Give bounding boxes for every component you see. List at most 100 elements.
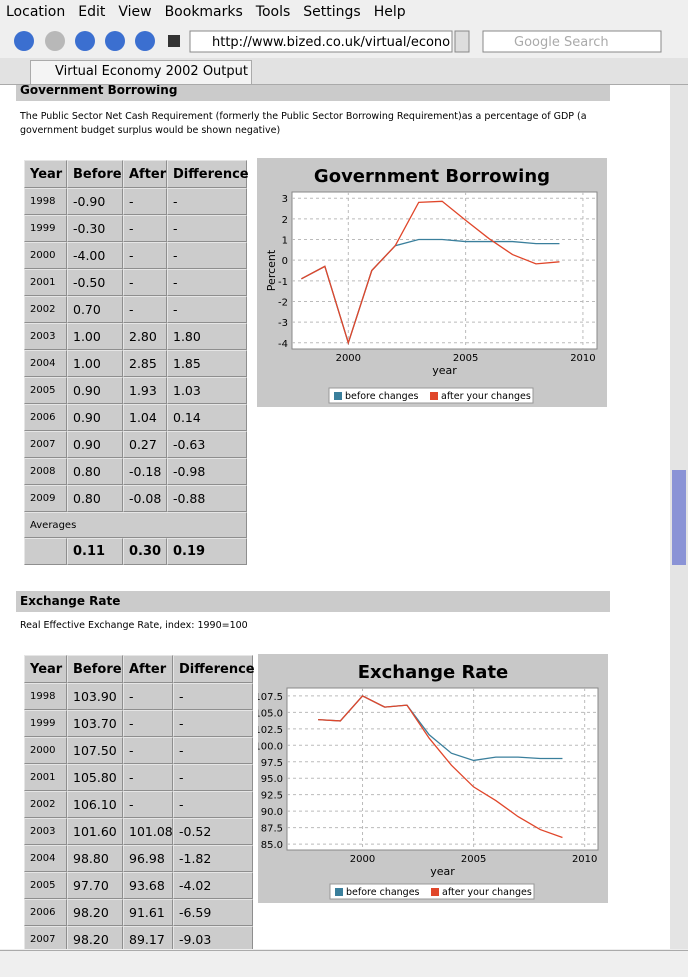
legend-swatch [431, 888, 439, 896]
column-header: Difference [173, 655, 255, 683]
legend-swatch [334, 392, 342, 400]
table-cell: -0.30 [67, 215, 123, 242]
table-cell: 1.00 [67, 350, 123, 377]
table-cell: 1.93 [123, 377, 167, 404]
y-tick-label: 102.5 [258, 725, 283, 736]
table-cell: 0.80 [67, 458, 123, 485]
table-cell: - [173, 737, 253, 764]
table-cell: - [167, 188, 247, 215]
table-cell: 107.50 [67, 737, 123, 764]
table-cell: 0.80 [67, 485, 123, 512]
legend-label: after your changes [442, 887, 532, 898]
table-cell: 89.17 [123, 926, 173, 949]
table-cell: -0.50 [67, 269, 123, 296]
y-tick-label: 1 [282, 236, 288, 247]
y-tick-label: -1 [278, 277, 288, 288]
legend-label: after your changes [441, 391, 531, 402]
y-tick-label: 92.5 [261, 791, 283, 802]
table-cell: 101.08 [123, 818, 173, 845]
reload-button[interactable] [135, 31, 155, 51]
section-description: The Public Sector Net Cash Requirement (… [20, 111, 587, 136]
table-cell: - [167, 215, 247, 242]
forward-button[interactable] [45, 31, 65, 51]
plot-area [286, 687, 599, 851]
menu-item[interactable]: Help [373, 4, 406, 20]
table-cell: - [173, 710, 253, 737]
y-tick-label: 105.0 [258, 708, 283, 719]
url-dropdown[interactable] [454, 30, 470, 53]
table-cell: 0.90 [67, 404, 123, 431]
year-cell: 2001 [24, 764, 67, 791]
menu-item[interactable]: Location [6, 4, 66, 20]
table-cell: - [123, 764, 173, 791]
table-cell: - [167, 269, 247, 296]
chart-title: Government Borrowing [314, 166, 550, 187]
search-field[interactable] [482, 30, 662, 53]
table-cell: 0.27 [123, 431, 167, 458]
year-cell: 2006 [24, 404, 67, 431]
year-cell: 2000 [24, 242, 67, 269]
y-tick-label: 97.5 [261, 758, 283, 769]
up-button[interactable] [75, 31, 95, 51]
chart: Exchange Rate 85.0 87.5 90.0 92.5 95.0 97.5 100… [258, 654, 608, 903]
stop-button[interactable] [168, 35, 180, 47]
table-cell: -6.59 [173, 899, 253, 926]
home-button[interactable] [105, 31, 125, 51]
menu-item[interactable]: Tools [255, 4, 291, 20]
y-tick-label: 100.0 [258, 741, 283, 752]
table-cell [24, 538, 67, 565]
year-cell: 2002 [24, 791, 67, 818]
table-cell: 105.80 [67, 764, 123, 791]
menu-item[interactable]: View [118, 4, 152, 20]
table-cell: 0.14 [167, 404, 247, 431]
table-cell: 0.70 [67, 296, 123, 323]
menu-item[interactable]: Edit [78, 4, 106, 20]
table-cell: -0.88 [167, 485, 247, 512]
y-tick-label: -3 [278, 318, 288, 329]
url-field[interactable] [189, 30, 453, 53]
table-cell: - [123, 215, 167, 242]
averages-label: Averages [24, 512, 247, 538]
x-tick-label: 2010 [570, 353, 595, 364]
back-button[interactable] [14, 31, 34, 51]
scrollbar[interactable] [670, 85, 688, 949]
scrollbar-thumb[interactable] [672, 470, 686, 565]
x-tick-label: 2005 [453, 353, 478, 364]
table-cell: - [123, 242, 167, 269]
x-axis-label: year [430, 865, 455, 878]
x-tick-label: 2000 [350, 854, 375, 865]
tab[interactable]: Virtual Economy 2002 Output [30, 60, 252, 84]
y-tick-label: 0 [282, 256, 288, 267]
y-tick-label: 87.5 [261, 824, 283, 835]
y-tick-label: 95.0 [261, 774, 283, 785]
table-cell: 0.90 [67, 377, 123, 404]
column-header: After [123, 160, 167, 188]
table-cell: 1.85 [167, 350, 247, 377]
year-cell: 2005 [24, 377, 67, 404]
section-heading: Government Borrowing [16, 85, 610, 101]
menu-item[interactable]: Bookmarks [164, 4, 243, 20]
year-cell: 2003 [24, 323, 67, 350]
table-cell: -0.98 [167, 458, 247, 485]
menu-item[interactable]: Settings [303, 4, 361, 20]
table-cell: 91.61 [123, 899, 173, 926]
year-cell: 2003 [24, 818, 67, 845]
average-value: 0.11 [67, 538, 123, 565]
x-tick-label: 2000 [336, 353, 361, 364]
table-cell: 1.03 [167, 377, 247, 404]
table-cell: 0.90 [67, 431, 123, 458]
toolbar: http://www.bized.co.uk/virtual/econo Goo… [0, 24, 688, 58]
menu-bar: Location Edit View Bookmarks Tools Settings He… [0, 0, 688, 24]
year-cell: 2008 [24, 458, 67, 485]
url-text: http://www.bized.co.uk/virtual/econo [212, 35, 450, 50]
chart: Government Borrowing -4 -3 -2 -1 0 1 2 3 2000 2005… [257, 158, 607, 407]
table-cell: 96.98 [123, 845, 173, 872]
table-cell: - [173, 764, 253, 791]
x-tick-label: 2005 [461, 854, 486, 865]
table-cell: 93.68 [123, 872, 173, 899]
data-line [301, 200, 560, 345]
column-header: After [123, 655, 173, 683]
toolbar-icons: http://www.bized.co.uk/virtual/econo Goo… [14, 30, 662, 53]
average-value: 0.30 [123, 538, 167, 565]
